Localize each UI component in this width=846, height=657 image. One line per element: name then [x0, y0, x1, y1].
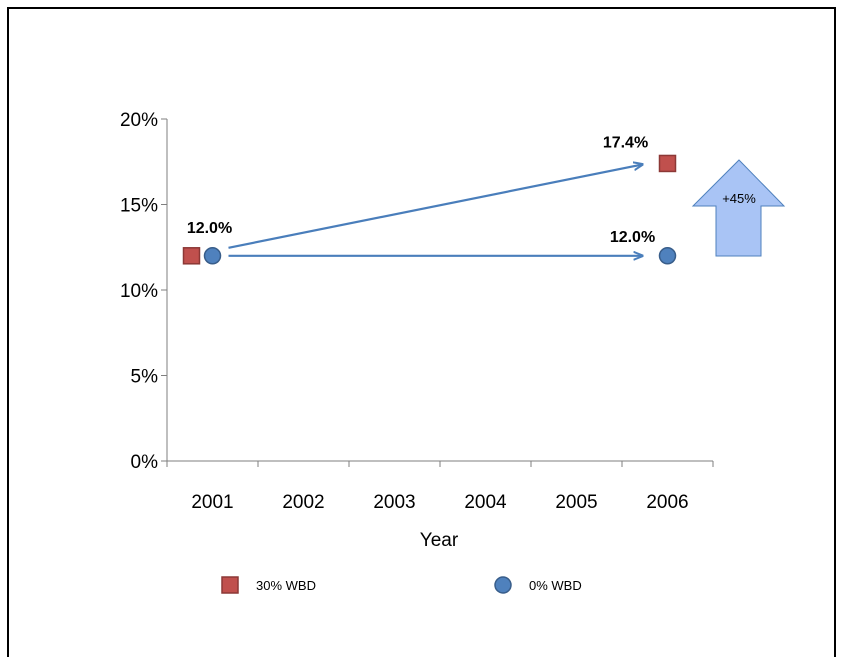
trend-arrow-30-wbd: [228, 164, 643, 249]
legend-marker-30-wbd: [221, 576, 239, 594]
y-tick-label: 15%: [120, 196, 158, 217]
legend: 30% WBD 0% WBD: [221, 576, 582, 594]
legend-marker-0-wbd: [494, 576, 512, 594]
data-point-30-wbd: [658, 154, 677, 173]
increase-label: +45%: [722, 191, 756, 206]
x-tick-label: 2004: [464, 492, 507, 513]
y-tick-label: 20%: [120, 110, 158, 131]
x-tick-label: 2001: [191, 492, 233, 513]
data-label: 12.0%: [610, 229, 655, 246]
up-arrow-icon: [691, 159, 786, 257]
x-tick-label: 2002: [282, 492, 324, 513]
data-point-0-wbd: [658, 247, 677, 265]
data-label: 17.4%: [603, 134, 648, 151]
y-tick-label: 10%: [120, 281, 158, 302]
legend-label: 30% WBD: [256, 578, 316, 593]
legend-label: 0% WBD: [529, 578, 582, 593]
data-point-30-wbd: [182, 247, 201, 265]
x-axis-title: Year: [420, 530, 459, 551]
data-point-0-wbd: [203, 247, 222, 265]
data-label: 12.0%: [187, 220, 232, 237]
x-tick-label: 2006: [646, 492, 688, 513]
x-tick-label: 2003: [373, 492, 415, 513]
x-tick-label: 2005: [555, 492, 597, 513]
y-tick-label: 0%: [131, 452, 159, 473]
increase-arrow-annotation: +45%: [691, 159, 786, 257]
chart-frame: [7, 7, 836, 657]
y-tick-label: 5%: [131, 367, 159, 388]
